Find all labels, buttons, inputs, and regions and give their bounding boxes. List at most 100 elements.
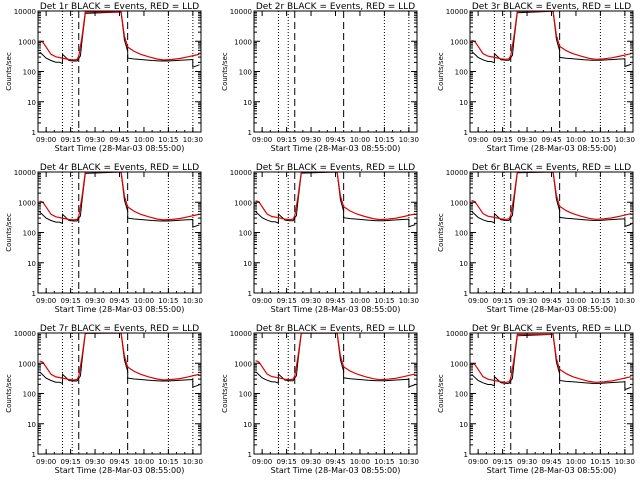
x-tick-label: 10:00 [134, 297, 154, 305]
x-tick-label: 09:45 [325, 136, 345, 144]
y-tick-label: 10000 [14, 330, 36, 338]
detector-panel-8: Det 8r BLACK = Events, RED = LLD 1 10 100 10… [221, 324, 419, 475]
x-tick-label: 10:30 [615, 136, 635, 144]
y-tick-label: 1 [464, 129, 468, 137]
lld-series-line [39, 11, 200, 61]
y-tick-label: 10 [243, 260, 252, 268]
x-tick-label: 10:15 [374, 458, 394, 466]
x-tick-label: 09:15 [493, 136, 513, 144]
x-tick-label: 09:30 [85, 136, 105, 144]
panel-title: Det 6r BLACK = Events, RED = LLD [472, 163, 631, 173]
lld-series-line [255, 172, 416, 221]
y-tick-label: 10 [243, 99, 252, 107]
x-tick-label: 10:30 [399, 297, 419, 305]
x-tick-label: 09:15 [277, 136, 297, 144]
y-tick-label: 1 [248, 290, 252, 298]
x-axis-label: Start Time (28-Mar-03 08:55:00) [271, 305, 401, 314]
x-axis-label: Start Time (28-Mar-03 08:55:00) [487, 144, 617, 153]
x-tick-label: 09:30 [517, 297, 537, 305]
x-tick-label: 09:30 [301, 136, 321, 144]
x-axis-label: Start Time (28-Mar-03 08:55:00) [271, 144, 401, 153]
detector-panel-7: Det 7r BLACK = Events, RED = LLD 1 10 100 10… [5, 324, 203, 475]
x-tick-label: 10:15 [590, 297, 610, 305]
x-tick-label: 09:45 [541, 297, 561, 305]
panel-title: Det 8r BLACK = Events, RED = LLD [256, 324, 415, 334]
x-tick-label: 10:00 [350, 458, 370, 466]
x-tick-label: 10:15 [590, 136, 610, 144]
x-tick-label: 09:30 [85, 297, 105, 305]
panel-title: Det 4r BLACK = Events, RED = LLD [40, 163, 199, 173]
x-tick-label: 09:30 [301, 458, 321, 466]
x-tick-label: 10:15 [374, 297, 394, 305]
events-series-line [39, 11, 200, 68]
y-tick-label: 1000 [450, 360, 468, 368]
x-tick-label: 09:30 [517, 136, 537, 144]
x-tick-label: 09:15 [493, 297, 513, 305]
x-tick-label: 09:00 [468, 458, 488, 466]
x-axis-label: Start Time (28-Mar-03 08:55:00) [55, 466, 185, 475]
x-tick-label: 09:00 [468, 136, 488, 144]
x-tick-label: 09:00 [36, 458, 56, 466]
x-axis-label: Start Time (28-Mar-03 08:55:00) [487, 305, 617, 314]
panel-title: Det 2r BLACK = Events, RED = LLD [256, 2, 415, 12]
y-tick-label: 1 [464, 290, 468, 298]
y-tick-label: 100 [23, 391, 36, 399]
x-tick-label: 09:15 [277, 458, 297, 466]
x-tick-label: 09:00 [36, 297, 56, 305]
x-tick-label: 10:00 [566, 136, 586, 144]
x-tick-label: 09:45 [541, 136, 561, 144]
y-tick-label: 1000 [234, 360, 252, 368]
y-tick-label: 100 [239, 230, 252, 238]
x-tick-label: 10:00 [566, 297, 586, 305]
x-tick-label: 10:30 [615, 458, 635, 466]
x-tick-label: 10:30 [615, 297, 635, 305]
y-tick-label: 1000 [234, 199, 252, 207]
y-tick-label: 100 [239, 69, 252, 77]
x-tick-label: 09:00 [252, 136, 272, 144]
y-tick-label: 1 [248, 451, 252, 459]
x-tick-label: 10:30 [399, 136, 419, 144]
y-tick-label: 10000 [230, 169, 252, 177]
lld-series-line [471, 333, 632, 383]
y-axis-label: Counts/sec [437, 374, 445, 413]
x-tick-label: 09:15 [61, 136, 81, 144]
panel-title: Det 7r BLACK = Events, RED = LLD [40, 324, 199, 334]
detector-panel-4: Det 4r BLACK = Events, RED = LLD 1 10 100 10… [5, 163, 203, 314]
y-tick-label: 1 [248, 129, 252, 137]
x-tick-label: 09:30 [85, 458, 105, 466]
x-tick-label: 10:15 [158, 136, 178, 144]
y-tick-label: 100 [455, 391, 468, 399]
y-tick-label: 1 [32, 290, 36, 298]
lld-series-line [255, 333, 416, 381]
y-tick-label: 1 [32, 451, 36, 459]
x-axis-label: Start Time (28-Mar-03 08:55:00) [487, 466, 617, 475]
x-tick-label: 09:30 [301, 297, 321, 305]
y-tick-label: 100 [23, 230, 36, 238]
y-axis-label: Counts/sec [437, 213, 445, 252]
x-axis-label: Start Time (28-Mar-03 08:55:00) [271, 466, 401, 475]
panel-title: Det 5r BLACK = Events, RED = LLD [256, 163, 415, 173]
y-axis-label: Counts/sec [221, 374, 229, 413]
y-tick-label: 10000 [446, 330, 468, 338]
x-tick-label: 09:15 [61, 297, 81, 305]
y-axis-label: Counts/sec [221, 52, 229, 91]
x-tick-label: 09:45 [109, 297, 129, 305]
lld-series-line [39, 333, 200, 381]
x-tick-label: 09:15 [61, 458, 81, 466]
y-tick-label: 10000 [446, 169, 468, 177]
x-tick-label: 09:45 [109, 458, 129, 466]
x-tick-label: 09:00 [252, 297, 272, 305]
x-tick-label: 10:00 [350, 297, 370, 305]
y-tick-label: 10000 [14, 169, 36, 177]
x-tick-label: 09:15 [277, 297, 297, 305]
x-tick-label: 10:30 [183, 297, 203, 305]
y-tick-label: 100 [239, 391, 252, 399]
y-tick-label: 10 [459, 260, 468, 268]
events-series-line [39, 172, 200, 228]
lld-series-line [471, 172, 632, 220]
y-tick-label: 10 [243, 421, 252, 429]
x-tick-label: 09:30 [517, 458, 537, 466]
x-axis-label: Start Time (28-Mar-03 08:55:00) [55, 144, 185, 153]
